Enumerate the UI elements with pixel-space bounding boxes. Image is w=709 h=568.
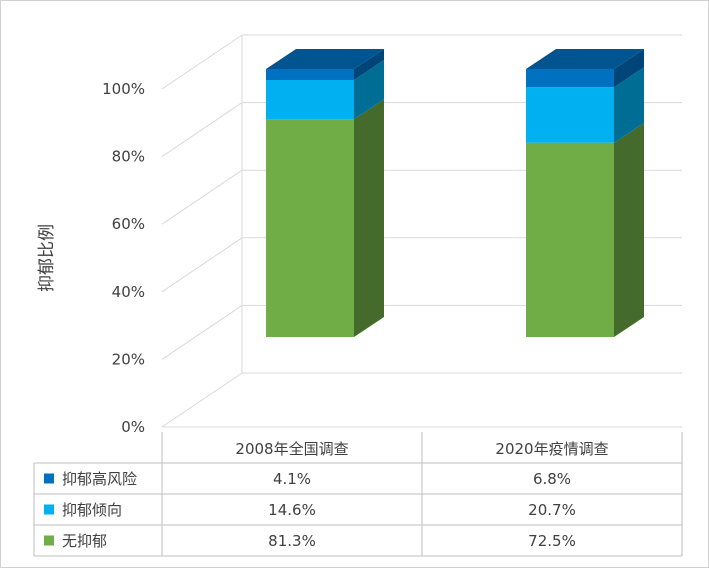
table-value: 81.3% [268,532,316,550]
bar-side-face [614,67,644,143]
bars [266,49,644,337]
bar-front-face [526,142,614,337]
y-axis-title: 抑郁比例 [37,224,57,292]
legend-swatch [44,535,54,546]
bar-side-face [614,122,644,337]
bar-segment [266,59,384,120]
legend-label: 抑郁倾向 [62,501,122,519]
y-tick-label: 60% [112,215,145,233]
bar-side-face [614,49,644,88]
table-value: 20.7% [528,501,576,519]
table-value: 72.5% [528,532,576,550]
bar-segment [266,49,384,80]
table-value: 14.6% [268,501,316,519]
table-value: 4.1% [273,470,311,488]
legend-label: 抑郁高风险 [62,470,137,488]
x-category-label: 2008年全国调查 [235,440,348,458]
y-tick-label: 20% [112,350,145,368]
bar-front-face [266,69,354,80]
legend-swatch [44,473,54,484]
bar-segment [526,122,644,337]
gridline-diagonal [161,372,243,428]
legend-label: 无抑郁 [62,532,107,550]
bar-front-face [266,79,354,120]
bar-top-face [526,49,644,69]
bar-top-face [266,49,384,69]
y-tick-label: 0% [121,418,145,436]
gridline-diagonal [161,237,243,293]
gridline-diagonal [161,169,243,225]
bar-side-face [354,99,384,337]
gridline-diagonal [161,34,243,90]
gridline-diagonal [161,304,243,360]
bar-segment [266,99,384,337]
bar-side-face [354,59,384,120]
bar-front-face [266,119,354,337]
bar-front-face [526,87,614,143]
x-category-label: 2020年疫情调查 [495,440,608,458]
y-tick-label: 100% [102,80,145,98]
legend-swatch [44,504,54,515]
y-axis: 0% 20% 40% 60% 80% 100% [102,80,145,436]
y-tick-label: 40% [112,283,145,301]
gridline-diagonal [161,102,243,158]
y-tick-label: 80% [112,148,145,166]
bar-side-face [354,49,384,80]
bar-front-face [526,69,614,88]
bar-segment [526,49,644,88]
bar-segment [526,67,644,143]
table-value: 6.8% [533,470,571,488]
